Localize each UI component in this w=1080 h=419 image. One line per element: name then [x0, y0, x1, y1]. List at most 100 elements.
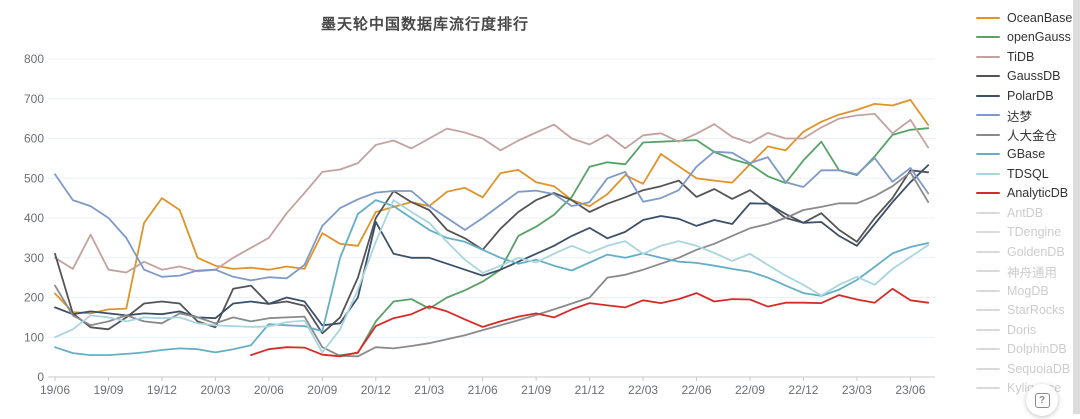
legend-item-TiDB[interactable]: TiDB: [976, 47, 1076, 67]
x-axis-label: 20/09: [307, 383, 337, 397]
legend-swatch: [976, 172, 1000, 175]
legend-item-SequoiaDB[interactable]: SequoiaDB: [976, 359, 1076, 379]
series-line-人大金仓: [54, 171, 930, 358]
legend-swatch: [976, 367, 1000, 370]
legend-label: DolphinDB: [1007, 342, 1067, 357]
legend-label: 达梦: [1007, 109, 1033, 124]
y-axis-label: 300: [24, 251, 44, 265]
legend-item-StarRocks[interactable]: StarRocks: [976, 301, 1076, 321]
legend-item-TDengine[interactable]: TDengine: [976, 223, 1076, 243]
y-axis-label: 600: [24, 132, 44, 146]
legend-swatch: [976, 16, 1000, 19]
series-line-TDSQL: [54, 199, 930, 354]
legend-item-神舟通用[interactable]: 神舟通用: [976, 262, 1076, 282]
legend-item-Doris[interactable]: Doris: [976, 320, 1076, 340]
legend-swatch: [976, 94, 1000, 97]
legend-swatch: [976, 36, 1000, 39]
x-axis-label: 21/03: [414, 383, 444, 397]
legend-item-OceanBase[interactable]: OceanBase: [976, 8, 1076, 28]
chart-container: 0 100 200 300 400 500 600 700 800 19/06 19/09 19/12…: [24, 52, 935, 397]
legend-label: OceanBase: [1007, 10, 1073, 25]
legend: OceanBase openGauss TiDB GaussDB PolarDB 达梦人大…: [976, 8, 1076, 398]
legend-item-达梦[interactable]: 达梦: [976, 106, 1076, 126]
y-axis-label: 500: [24, 171, 44, 185]
x-axis-label: 21/09: [521, 383, 551, 397]
series-line-达梦: [54, 150, 930, 282]
legend-swatch: [976, 309, 1000, 312]
y-axis-label: 700: [24, 92, 44, 106]
legend-label: 神舟通用: [1007, 265, 1058, 280]
legend-label: SequoiaDB: [1007, 361, 1071, 376]
legend-label: openGauss: [1007, 30, 1071, 45]
y-axis-label: 800: [24, 52, 44, 66]
x-axis-label: 21/12: [575, 383, 605, 397]
x-axis-label: 21/06: [468, 383, 498, 397]
series-line-GBase: [54, 199, 930, 356]
series-line-openGauss: [339, 127, 930, 356]
x-axis-label: 23/06: [895, 383, 925, 397]
legend-label: GBase: [1007, 147, 1046, 162]
y-axis-label: 400: [24, 211, 44, 225]
legend-label: MogDB: [1007, 283, 1049, 298]
legend-swatch: [976, 387, 1000, 390]
legend-label: StarRocks: [1007, 303, 1065, 318]
legend-item-AntDB[interactable]: AntDB: [976, 203, 1076, 223]
legend-label: Doris: [1007, 322, 1037, 337]
chart-title: 墨天轮中国数据库流行度排行: [320, 16, 529, 33]
legend-item-PolarDB[interactable]: PolarDB: [976, 86, 1076, 106]
x-axis-label: 20/03: [200, 383, 230, 397]
x-axis-label: 19/06: [40, 383, 70, 397]
x-axis-label: 23/03: [842, 383, 872, 397]
legend-item-GoldenDB[interactable]: GoldenDB: [976, 242, 1076, 262]
series-line-GaussDB: [54, 169, 930, 335]
legend-item-MogDB[interactable]: MogDB: [976, 281, 1076, 301]
legend-swatch: [976, 270, 1000, 273]
x-axis-label: 22/06: [682, 383, 712, 397]
y-axis-label: 0: [37, 370, 44, 384]
legend-swatch: [976, 348, 1000, 351]
x-axis-label: 22/09: [735, 383, 765, 397]
x-axis-label: 19/12: [147, 383, 177, 397]
legend-item-TDSQL[interactable]: TDSQL: [976, 164, 1076, 184]
y-axis-label: 200: [24, 291, 44, 305]
legend-swatch: [976, 114, 1000, 117]
legend-label: TDengine: [1007, 225, 1062, 240]
series-line-AnalyticDB: [250, 287, 930, 358]
legend-item-openGauss[interactable]: openGauss: [976, 28, 1076, 48]
legend-label: AntDB: [1007, 205, 1044, 220]
legend-label: GoldenDB: [1007, 244, 1065, 259]
series-line-OceanBase: [54, 99, 930, 315]
legend-item-DolphinDB[interactable]: DolphinDB: [976, 340, 1076, 360]
question-mark-icon: ?: [1034, 392, 1050, 408]
legend-swatch: [976, 153, 1000, 156]
x-axis-label: 20/06: [254, 383, 284, 397]
legend-label: GaussDB: [1007, 69, 1061, 84]
legend-swatch: [976, 75, 1000, 78]
legend-swatch: [976, 328, 1000, 331]
y-axis-label: 100: [24, 330, 44, 344]
legend-label: PolarDB: [1007, 88, 1054, 103]
popularity-chart: 0 100 200 300 400 500 600 700 800 19/06 19/09 19/12…: [24, 52, 935, 397]
legend-item-人大金仓[interactable]: 人大金仓: [976, 125, 1076, 145]
scrollbar[interactable]: [1073, 0, 1080, 414]
x-axis-label: 22/03: [628, 383, 658, 397]
legend-label: TiDB: [1007, 49, 1035, 64]
series-line-PolarDB: [54, 164, 930, 327]
x-axis-label: 19/09: [93, 383, 123, 397]
help-button[interactable]: ?: [1026, 384, 1058, 416]
legend-swatch: [976, 192, 1000, 195]
legend-item-GaussDB[interactable]: GaussDB: [976, 67, 1076, 87]
legend-item-AnalyticDB[interactable]: AnalyticDB: [976, 184, 1076, 204]
series-line-TiDB: [54, 113, 930, 274]
legend-label: 人大金仓: [1007, 129, 1058, 144]
legend-swatch: [976, 211, 1000, 214]
legend-swatch: [976, 55, 1000, 58]
legend-swatch: [976, 133, 1000, 136]
legend-swatch: [976, 250, 1000, 253]
legend-label: TDSQL: [1007, 166, 1049, 181]
legend-swatch: [976, 231, 1000, 234]
legend-item-GBase[interactable]: GBase: [976, 145, 1076, 165]
x-axis-label: 22/12: [788, 383, 818, 397]
legend-label: AnalyticDB: [1007, 186, 1069, 201]
legend-swatch: [976, 289, 1000, 292]
